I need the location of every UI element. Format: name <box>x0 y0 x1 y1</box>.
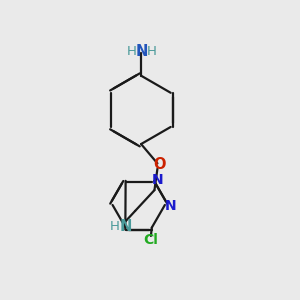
Text: N: N <box>135 44 148 59</box>
Text: O: O <box>153 158 166 172</box>
Text: H: H <box>110 220 120 233</box>
Text: N: N <box>119 219 131 234</box>
Text: H: H <box>126 44 136 58</box>
Text: N: N <box>151 173 163 187</box>
Text: H: H <box>147 44 157 58</box>
Text: Cl: Cl <box>143 232 158 247</box>
Text: N: N <box>165 200 177 214</box>
